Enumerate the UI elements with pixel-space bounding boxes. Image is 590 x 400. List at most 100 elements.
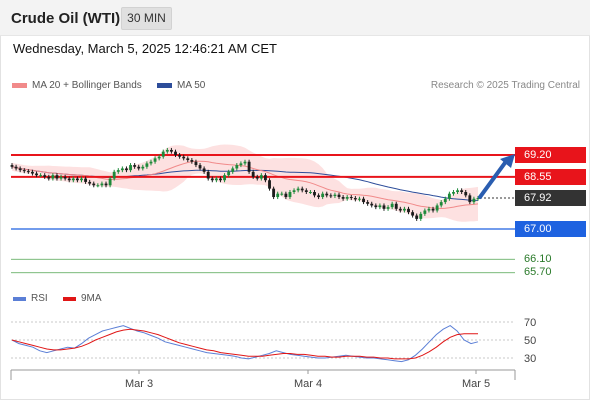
rsi-axis-label: 70 (524, 317, 536, 329)
candle-body (165, 149, 169, 152)
candle-body (415, 215, 419, 219)
candle-body (345, 197, 349, 199)
timeframe-button[interactable]: 30 MIN (121, 7, 172, 30)
level-label-target-2: 65.70 (524, 266, 552, 278)
instrument-title: Crude Oil (WTI) (11, 10, 121, 27)
research-credit: Research © 2025 Trading Central (430, 80, 580, 91)
candle-body (116, 170, 120, 172)
level-label-resistance-2: 68.55 (515, 169, 586, 185)
level-label-resistance-1: 69.20 (515, 147, 586, 163)
candle-body (366, 202, 370, 204)
legend-ma20: MA 20 + Bollinger Bands (12, 80, 142, 91)
candle-body (378, 205, 382, 208)
candle-body (92, 183, 96, 186)
candle-body (157, 156, 161, 159)
timestamp: Wednesday, March 5, 2025 12:46:21 AM CET (13, 41, 277, 56)
candle-body (26, 171, 30, 173)
level-label-current: 67.92 (515, 190, 586, 206)
candle-body (272, 188, 276, 198)
candle-body (460, 190, 464, 192)
candle-body (63, 176, 67, 179)
candle-body (47, 176, 51, 179)
candle-body (243, 161, 247, 164)
candle-body (75, 178, 79, 181)
ma20-swatch (12, 83, 27, 88)
candle-body (227, 171, 231, 176)
candle-body (235, 165, 239, 169)
candle-body (88, 181, 92, 184)
candle-body (382, 205, 386, 209)
candle-body (304, 190, 308, 192)
candle-body (435, 205, 439, 211)
candle-body (55, 175, 59, 179)
x-axis-label: Mar 4 (294, 378, 322, 390)
candle-body (231, 168, 235, 172)
candle-body (125, 168, 128, 171)
legend-rsi: RSI (13, 293, 48, 304)
candle-body (337, 194, 341, 198)
candle-body (255, 176, 259, 179)
candle-body (194, 161, 198, 166)
candle-body (137, 166, 141, 169)
candle-body (423, 210, 427, 214)
candle-body (59, 176, 63, 179)
candle-body (51, 175, 55, 179)
rsi-ma-label: 9MA (81, 293, 102, 304)
candle-body (284, 193, 288, 198)
candle-body (370, 203, 374, 206)
candle-body (394, 203, 398, 209)
candle-body (247, 161, 251, 172)
candle-body (84, 178, 88, 182)
candle-body (464, 192, 468, 196)
candle-body (259, 175, 263, 179)
candle-body (374, 205, 378, 208)
rsi-line (11, 325, 479, 363)
candle-body (112, 171, 116, 179)
candle-body (276, 193, 280, 198)
candle-body (419, 213, 423, 219)
ma50-label: MA 50 (177, 80, 206, 91)
candle-body (43, 175, 47, 177)
candle-body (206, 171, 210, 179)
candle-body (321, 193, 325, 198)
candle-body (300, 188, 304, 191)
candle-body (476, 198, 480, 200)
candle-body (104, 183, 108, 186)
candle-body (178, 155, 182, 157)
candle-body (325, 193, 329, 196)
candle-body (439, 202, 443, 206)
candle-body (292, 190, 296, 192)
candle-body (120, 168, 124, 171)
candle-body (280, 193, 284, 195)
candle-body (186, 158, 190, 161)
candle-body (313, 192, 316, 196)
candle-body (149, 161, 153, 164)
x-axis-label: Mar 5 (462, 378, 490, 390)
candle-body (362, 198, 365, 203)
candle-body (443, 198, 447, 203)
candle-body (349, 197, 353, 199)
candle-body (133, 165, 137, 167)
candle-body (329, 195, 333, 197)
candle-body (386, 207, 390, 209)
candle-body (141, 166, 145, 169)
candle-body (214, 178, 218, 181)
candle-body (264, 175, 267, 181)
candle-body (308, 192, 312, 193)
candle-body (456, 190, 459, 192)
candle-body (80, 178, 83, 181)
candle-body (447, 193, 451, 199)
candle-body (239, 163, 243, 166)
rsi-ma-swatch (63, 296, 76, 301)
candle-body (219, 178, 222, 181)
ma50-swatch (157, 83, 172, 88)
rsi-axis-label: 50 (524, 335, 536, 347)
candle-body (317, 195, 321, 198)
candle-body (452, 192, 455, 194)
ma20-label: MA 20 + Bollinger Bands (32, 80, 142, 91)
candle-body (353, 198, 357, 200)
candle-body (169, 149, 173, 152)
rsi-ma-line (11, 328, 478, 360)
candle-body (268, 180, 271, 189)
